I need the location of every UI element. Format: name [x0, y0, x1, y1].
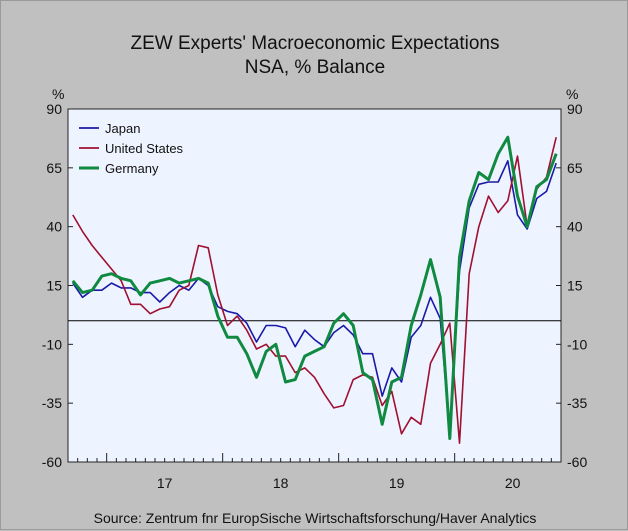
series-line-united-states: [72, 137, 557, 445]
series-line-germany: [71, 135, 558, 440]
series-line-japan: [72, 160, 557, 435]
legend-label: United States: [105, 141, 184, 156]
y-axis-label-right: %: [566, 86, 578, 102]
y-tick-label-right: 40: [567, 219, 583, 235]
y-tick-label-right: 15: [567, 278, 583, 294]
y-tick-label-right: 90: [567, 101, 583, 117]
legend-label: Germany: [105, 161, 159, 176]
x-tick-label: 19: [389, 475, 405, 491]
y-tick-label-left: -35: [42, 395, 62, 411]
y-tick-label-left: -60: [42, 454, 62, 470]
y-tick-label-right: -10: [567, 336, 587, 352]
chart-title: ZEW Experts' Macroeconomic Expectations: [130, 33, 500, 54]
y-tick-label-right: -60: [567, 454, 587, 470]
legend-label: Japan: [105, 121, 140, 136]
x-tick-label: 18: [273, 475, 289, 491]
x-tick-label: 17: [157, 475, 173, 491]
y-tick-label-right: -35: [567, 395, 587, 411]
y-tick-label-left: -10: [42, 336, 62, 352]
x-tick-label: 20: [505, 475, 521, 491]
y-axis-label-left: %: [52, 86, 64, 102]
y-tick-label-left: 65: [46, 160, 62, 176]
y-tick-label-left: 40: [46, 219, 62, 235]
y-tick-label-left: 90: [46, 101, 62, 117]
chart-subtitle: NSA, % Balance: [244, 57, 386, 78]
y-tick-label-left: 15: [46, 278, 62, 294]
y-tick-label-right: 65: [567, 160, 583, 176]
source-note: Source: Zentrum fnr EuropSische Wirtscha…: [93, 510, 537, 526]
